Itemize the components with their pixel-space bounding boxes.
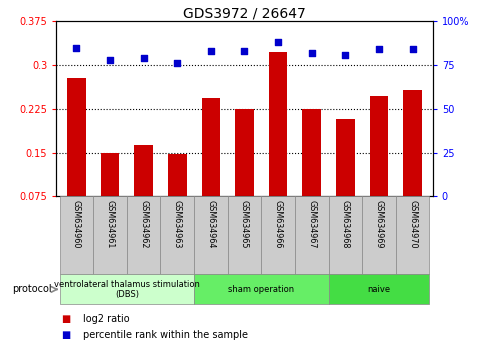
Bar xyxy=(168,154,186,196)
Point xyxy=(341,52,348,57)
Point xyxy=(173,61,181,66)
Text: GSM634966: GSM634966 xyxy=(273,200,282,249)
Point xyxy=(374,46,382,52)
Title: GDS3972 / 26647: GDS3972 / 26647 xyxy=(183,6,305,20)
Text: log2 ratio: log2 ratio xyxy=(83,314,129,324)
Text: sham operation: sham operation xyxy=(228,285,294,294)
Bar xyxy=(369,96,387,196)
Point xyxy=(307,50,315,56)
Bar xyxy=(67,78,85,196)
Text: ■: ■ xyxy=(61,314,70,324)
Point xyxy=(206,48,214,54)
Text: ■: ■ xyxy=(61,330,70,340)
Text: GSM634967: GSM634967 xyxy=(306,200,316,249)
Text: GSM634968: GSM634968 xyxy=(340,200,349,249)
Point xyxy=(140,55,147,61)
Point xyxy=(72,45,80,50)
Text: ventrolateral thalamus stimulation
(DBS): ventrolateral thalamus stimulation (DBS) xyxy=(54,280,200,299)
Text: naive: naive xyxy=(366,285,390,294)
Point xyxy=(106,57,114,63)
Bar xyxy=(101,153,119,196)
Text: GSM634965: GSM634965 xyxy=(240,200,248,249)
Bar xyxy=(134,145,153,196)
Text: GSM634960: GSM634960 xyxy=(72,200,81,249)
Text: protocol: protocol xyxy=(12,284,51,295)
Text: GSM634969: GSM634969 xyxy=(374,200,383,249)
Bar xyxy=(403,90,421,196)
Point xyxy=(408,46,416,52)
Bar xyxy=(201,98,220,196)
Bar xyxy=(235,109,253,196)
Bar xyxy=(335,119,354,196)
Text: percentile rank within the sample: percentile rank within the sample xyxy=(83,330,247,340)
Bar xyxy=(268,52,287,196)
Text: GSM634963: GSM634963 xyxy=(172,200,182,249)
Text: GSM634964: GSM634964 xyxy=(206,200,215,249)
Bar xyxy=(302,109,320,196)
Text: GSM634961: GSM634961 xyxy=(105,200,114,249)
Text: GSM634962: GSM634962 xyxy=(139,200,148,249)
Point xyxy=(274,39,282,45)
Text: GSM634970: GSM634970 xyxy=(407,200,416,249)
Point xyxy=(240,48,248,54)
